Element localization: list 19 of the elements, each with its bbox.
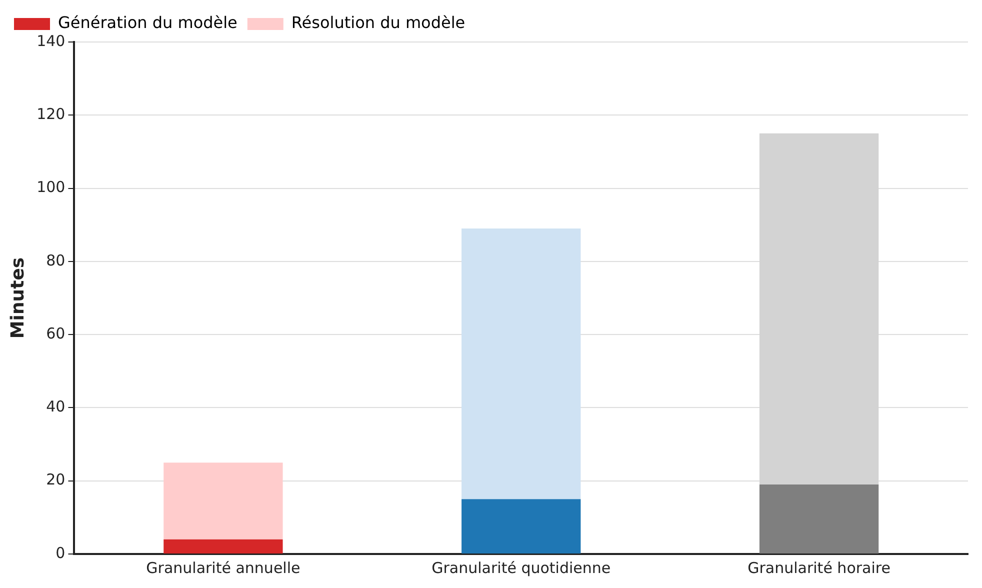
y-axis-title: Minutes xyxy=(7,257,28,339)
y-tick-label: 60 xyxy=(46,324,66,342)
y-tick-label: 140 xyxy=(36,32,66,50)
y-tick-label: 20 xyxy=(46,470,66,489)
y-tick-label: 120 xyxy=(36,105,66,124)
x-tick-label: Granularité quotidienne xyxy=(432,558,611,577)
y-tick-label: 80 xyxy=(46,251,66,270)
x-tick-label: Granularité annuelle xyxy=(146,558,300,577)
bar xyxy=(462,499,581,554)
legend-label: Génération du modèle xyxy=(58,13,238,32)
x-tick-label: Granularité horaire xyxy=(748,558,890,577)
y-tick-label: 0 xyxy=(56,544,66,562)
y-tick-label: 100 xyxy=(36,178,66,196)
bar xyxy=(759,484,879,554)
legend-label: Résolution du modèle xyxy=(291,13,466,32)
bar xyxy=(164,539,283,554)
bar xyxy=(164,462,283,540)
bar xyxy=(462,228,581,500)
y-tick-label: 40 xyxy=(46,398,66,416)
